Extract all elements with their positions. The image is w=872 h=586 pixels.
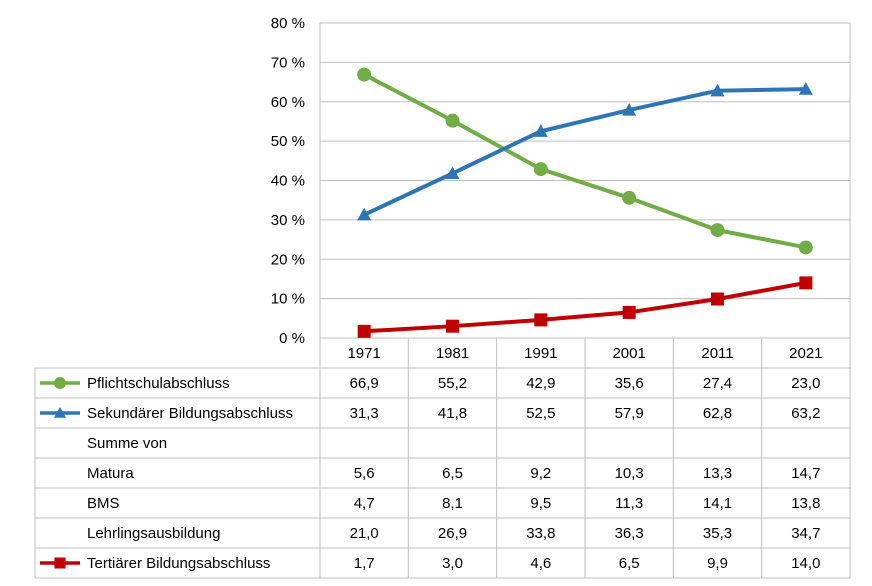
table-cell: 10,3 bbox=[615, 465, 644, 482]
table-cell: 36,3 bbox=[615, 525, 644, 542]
y-tick-label: 70 % bbox=[271, 54, 305, 71]
data-point bbox=[711, 292, 724, 306]
data-point bbox=[533, 124, 548, 137]
y-tick-label: 30 % bbox=[271, 212, 305, 229]
table-row-label: BMS bbox=[87, 495, 120, 512]
table-row-label: Pflichtschulabschluss bbox=[87, 375, 230, 392]
table-cell: 34,7 bbox=[791, 525, 820, 542]
table-cell: 52,5 bbox=[526, 405, 555, 422]
table-cell: 4,7 bbox=[354, 495, 375, 512]
table-row-label: Lehrlingsausbildung bbox=[87, 525, 220, 542]
table-cell: 66,9 bbox=[350, 375, 379, 392]
y-tick-label: 40 % bbox=[271, 173, 305, 190]
table-cell: 6,5 bbox=[442, 465, 463, 482]
table-cell: 35,3 bbox=[703, 525, 732, 542]
data-point bbox=[534, 313, 548, 327]
data-point bbox=[798, 82, 813, 95]
x-tick-label: 2001 bbox=[612, 345, 645, 362]
table-row-label: Tertiärer Bildungsabschluss bbox=[87, 555, 270, 572]
series-lines bbox=[357, 67, 813, 338]
table-cell: 57,9 bbox=[615, 405, 644, 422]
y-axis-ticks: 0 % 10 % 20 % 30 % 40 % 50 % 60 % 70 % 80 % bbox=[271, 15, 305, 347]
data-point bbox=[357, 67, 372, 82]
data-point bbox=[445, 113, 460, 128]
y-tick-label: 10 % bbox=[271, 291, 305, 308]
table-cell: 62,8 bbox=[703, 405, 732, 422]
table-cell: 26,9 bbox=[438, 525, 467, 542]
table-cell: 6,5 bbox=[619, 555, 640, 572]
data-point bbox=[54, 377, 66, 389]
table-row-label: Sekundärer Bildungsabschluss bbox=[87, 405, 293, 422]
table-cell: 9,2 bbox=[530, 465, 551, 482]
data-point bbox=[798, 240, 813, 255]
table-row-label: Matura bbox=[87, 465, 134, 482]
y-tick-label: 0 % bbox=[279, 330, 305, 347]
table-cell: 13,3 bbox=[703, 465, 732, 482]
table-cell: 31,3 bbox=[350, 405, 379, 422]
table-cell: 33,8 bbox=[526, 525, 555, 542]
table-cell: 9,9 bbox=[707, 555, 728, 572]
table-cell: 63,2 bbox=[791, 405, 820, 422]
table-cell: 27,4 bbox=[703, 375, 732, 392]
series-line bbox=[364, 280, 807, 334]
table-cell: 3,0 bbox=[442, 555, 463, 572]
table-cell: 42,9 bbox=[526, 375, 555, 392]
series-line bbox=[363, 87, 806, 217]
table-row-label: Summe von bbox=[87, 435, 167, 452]
data-point bbox=[357, 207, 372, 221]
data-point bbox=[446, 319, 459, 333]
y-tick-label: 80 % bbox=[271, 15, 305, 32]
data-point bbox=[445, 166, 460, 180]
table-cell: 21,0 bbox=[350, 525, 379, 542]
x-tick-label: 1991 bbox=[524, 345, 557, 362]
x-tick-label: 2021 bbox=[789, 345, 822, 362]
table-cell: 35,6 bbox=[615, 375, 644, 392]
data-point bbox=[710, 223, 725, 238]
table-cell: 8,1 bbox=[442, 495, 463, 512]
data-point bbox=[799, 276, 813, 290]
table-cell: 4,6 bbox=[530, 555, 551, 572]
table-cell: 41,8 bbox=[438, 405, 467, 422]
table-cell: 9,5 bbox=[530, 495, 551, 512]
y-tick-label: 50 % bbox=[271, 133, 305, 150]
table-cell: 14,7 bbox=[791, 465, 820, 482]
data-point bbox=[54, 557, 66, 569]
x-tick-label: 2011 bbox=[701, 345, 733, 362]
y-tick-label: 60 % bbox=[271, 94, 305, 111]
x-tick-label: 1971 bbox=[347, 345, 380, 362]
table-cell: 14,0 bbox=[791, 555, 820, 572]
grid-lines bbox=[319, 22, 851, 339]
data-point bbox=[533, 162, 548, 177]
table-cell: 13,8 bbox=[791, 495, 820, 512]
data-point bbox=[710, 83, 725, 97]
data-point bbox=[622, 103, 637, 116]
table-cell: 1,7 bbox=[354, 555, 375, 572]
data-point bbox=[357, 324, 371, 338]
x-tick-label: 1981 bbox=[436, 345, 469, 362]
table-cell: 11,3 bbox=[615, 495, 643, 512]
data-point bbox=[54, 407, 66, 418]
table-cell: 55,2 bbox=[438, 375, 467, 392]
table-cell: 23,0 bbox=[791, 375, 820, 392]
series-line bbox=[363, 72, 807, 250]
data-table: 1971 1981 1991 2001 2011 2021 Pflichtschulabsc… bbox=[34, 337, 851, 579]
table-cell: 5,6 bbox=[354, 465, 375, 482]
table-cell: 14,1 bbox=[703, 495, 732, 512]
data-point bbox=[622, 190, 637, 205]
data-point bbox=[622, 305, 636, 319]
y-tick-label: 20 % bbox=[271, 251, 305, 268]
